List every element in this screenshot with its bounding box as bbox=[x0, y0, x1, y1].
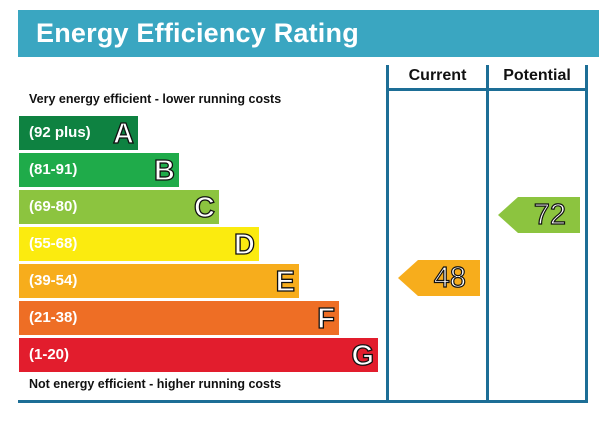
title-bar: Energy Efficiency Rating bbox=[18, 10, 599, 57]
frame-bottom bbox=[18, 400, 588, 403]
potential-rating-value: 72 bbox=[533, 198, 566, 231]
current-rating-value: 48 bbox=[433, 261, 466, 294]
current-rating-arrow: 48 bbox=[398, 260, 480, 296]
band-d: (55-68) D bbox=[19, 227, 259, 262]
frame-middle-divider bbox=[486, 65, 489, 402]
potential-rating-arrow: 72 bbox=[498, 197, 580, 233]
band-letter: E bbox=[275, 265, 296, 298]
current-arrow-polygon bbox=[398, 260, 480, 296]
arrow-shape bbox=[498, 197, 580, 233]
band-letter: B bbox=[153, 154, 175, 187]
arrow-shape bbox=[398, 260, 480, 296]
band-letter: A bbox=[112, 117, 134, 150]
band-range: (92 plus) bbox=[29, 124, 91, 141]
band-e: (39-54) E bbox=[19, 264, 299, 299]
band-range: (39-54) bbox=[29, 272, 78, 289]
band-a: (92 plus) A bbox=[19, 116, 138, 151]
band-g: (1-20) G bbox=[19, 338, 378, 373]
caption-bottom: Not energy efficient - higher running co… bbox=[29, 377, 282, 391]
band-letter: D bbox=[233, 228, 255, 261]
band-f: (21-38) F bbox=[19, 301, 339, 336]
band-range: (55-68) bbox=[29, 235, 78, 252]
column-header-current: Current bbox=[408, 67, 467, 84]
band-c: (69-80) C bbox=[19, 190, 219, 225]
page-title: Energy Efficiency Rating bbox=[36, 18, 359, 48]
band-range: (69-80) bbox=[29, 198, 78, 215]
caption-top: Very energy efficient - lower running co… bbox=[29, 92, 282, 106]
band-range: (1-20) bbox=[29, 346, 70, 363]
frame-right-divider bbox=[585, 65, 588, 402]
frame-left-divider bbox=[386, 65, 389, 402]
band-letter: C bbox=[193, 191, 215, 224]
band-range: (81-91) bbox=[29, 161, 78, 178]
band-b: (81-91) B bbox=[19, 153, 179, 188]
column-header-potential: Potential bbox=[503, 67, 571, 84]
header-underline bbox=[386, 88, 588, 91]
band-letter: G bbox=[351, 339, 375, 372]
band-range: (21-38) bbox=[29, 309, 78, 326]
potential-arrow-polygon bbox=[498, 197, 580, 233]
band-letter: F bbox=[317, 302, 336, 335]
